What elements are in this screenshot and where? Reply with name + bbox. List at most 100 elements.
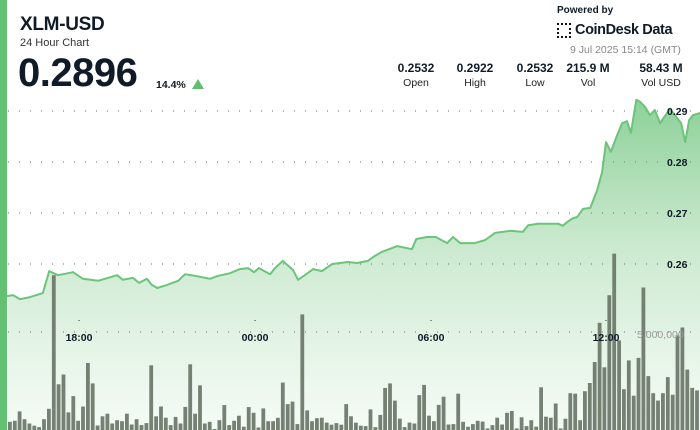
volume-bar [173,416,178,430]
volume-bar [607,295,612,430]
volume-bar [27,423,32,430]
volume-bar [266,421,271,430]
y-tick-label: 0.29 [667,106,688,118]
volume-bar [529,420,534,430]
volume-bar [154,416,158,430]
volume-bar [305,410,310,430]
volume-bar [12,420,17,430]
stat-open: 0.2532 Open [381,61,451,89]
volume-bar [334,423,339,430]
volume-bar [480,421,485,430]
brand-name: CoinDesk Data [575,21,673,38]
volume-bar [583,391,587,430]
volume-bar [300,314,305,430]
coindesk-mark-icon [557,22,571,38]
volume-bar [105,413,110,430]
coindesk-logo[interactable]: CoinDesk Data [557,21,673,39]
volume-bar [519,417,524,430]
volume-bar [675,335,680,430]
volume-bar [32,425,37,430]
up-arrow-icon [192,79,204,89]
volume-bar [568,393,573,430]
stat-label: Vol [580,77,596,89]
volume-bar [37,427,41,430]
volume-bar [680,327,685,430]
volume-bar [344,404,349,430]
volume-bar [539,387,543,430]
volume-bar [578,420,582,430]
volume-bar [207,421,212,430]
volume-bar [227,425,232,430]
volume-bar [183,406,188,430]
volume-bar [388,383,392,430]
volume-bar [651,393,656,430]
volume-bar [56,384,61,430]
volume-bar [222,405,227,430]
volume-bar [256,427,261,430]
volume-bar [641,287,646,430]
volume-bar [436,404,441,430]
volume-bar [324,422,329,430]
price-area-fill [7,99,700,430]
accent-bar [0,0,7,430]
stat-label: Vol USD [641,77,681,89]
price-line [6,98,700,301]
volume-bar [178,423,183,430]
volume-bar [251,412,256,430]
volume-bar [276,417,280,430]
volume-bar [134,419,139,430]
volume-bar [514,428,519,430]
volume-bar [310,421,314,430]
volume-bar [695,390,699,430]
volume-bar [110,423,115,430]
volume-bar [422,384,426,430]
stat-value: 0.2922 [456,61,494,75]
volume-bar [626,360,631,430]
volume-bar [22,419,27,430]
volume-bar [232,420,236,430]
volume-bar [544,416,548,430]
volume-bar [383,387,387,430]
volume-bar [193,413,197,430]
volume-bar [271,421,275,430]
volume-bar [188,364,193,430]
volume-bar [378,414,383,430]
volume-bar [441,396,446,430]
volume-bar [622,389,626,430]
y-tick-label: 0.27 [667,208,688,220]
volume-bar [168,425,173,430]
volume-bar [144,423,149,430]
volume-bar [163,417,168,430]
volume-bar [397,418,402,430]
volume-bar [368,409,373,430]
volume-bar [524,426,529,430]
volume-bar [553,403,558,430]
volume-bar [61,374,66,430]
volume-bar [363,426,368,430]
volume-bar [241,426,246,430]
volume-bar [490,425,495,430]
volume-bar [81,406,85,430]
volume-bar [349,416,353,430]
volume-bar [475,420,480,430]
volume-bar [198,385,202,430]
volume-bar [329,424,334,430]
x-tick-label: 18:00 [66,332,93,344]
volume-bar [534,426,539,430]
volume-bar [407,422,412,430]
volume-bar [285,404,290,430]
volume-bar [86,363,90,430]
volume-bar [339,424,344,430]
volume-bar [461,421,465,430]
stat-label: Open [403,77,429,89]
volume-bar [446,424,451,430]
current-price: 0.2896 [18,51,138,95]
volume-bar [602,367,607,430]
volume-bar [115,420,119,430]
volume-bar [451,424,456,430]
volume-bar [617,340,621,430]
volume-bar [587,383,592,430]
volume-bar [295,424,300,430]
price-change: 14.4% [156,79,186,91]
